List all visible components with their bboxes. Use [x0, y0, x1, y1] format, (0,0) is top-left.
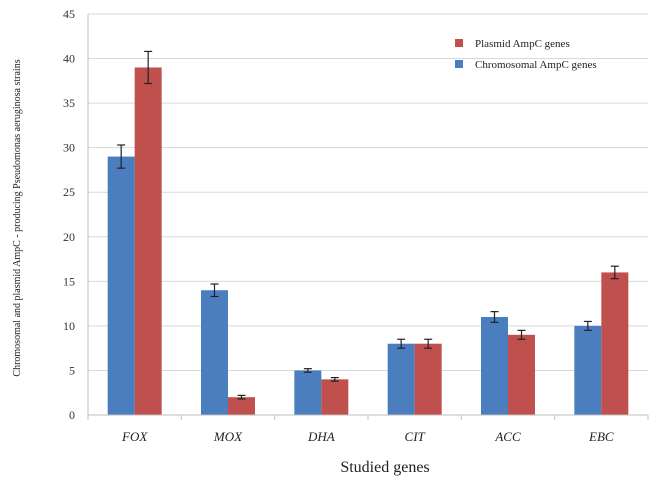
y-tick-label: 35 [63, 96, 75, 110]
bar-cit-plasmid [414, 343, 442, 415]
y-tick-label: 10 [63, 319, 75, 333]
legend: Plasmid AmpC genes Chromosomal AmpC genes [455, 38, 597, 71]
legend-label-plasmid: Plasmid AmpC genes [475, 38, 570, 50]
y-tick-label: 45 [63, 7, 75, 21]
y-tick-label: 15 [63, 274, 75, 288]
bar-dha-chromosomal [294, 370, 322, 415]
legend-swatch-plasmid [455, 39, 463, 47]
bar-acc-plasmid [508, 334, 535, 415]
bars [107, 67, 629, 416]
bar-mox-plasmid [228, 397, 255, 415]
x-tick-label-ebc: EBC [588, 429, 614, 444]
x-axis-title: Studied genes [340, 459, 429, 476]
y-tick-label: 0 [69, 408, 75, 422]
bar-cit-chromosomal [387, 343, 415, 415]
x-tick-label-mox: MOX [213, 429, 243, 444]
y-tick-label: 20 [63, 230, 75, 244]
x-tick-label-dha: DHA [307, 429, 335, 444]
bar-fox-chromosomal [107, 156, 135, 416]
bar-acc-chromosomal [481, 316, 508, 415]
legend-swatch-chromosomal [455, 60, 463, 68]
bar-ebc-plasmid [601, 272, 629, 415]
y-axis-title: Chromosomal and plasmid AmpC - producing… [12, 59, 23, 376]
y-tick-label: 25 [63, 185, 75, 199]
bar-mox-chromosomal [201, 290, 228, 415]
bar-ebc-chromosomal [574, 325, 602, 415]
x-tick-label-cit: CIT [405, 429, 426, 444]
bar-dha-plasmid [321, 379, 349, 415]
x-tick-label-acc: ACC [494, 429, 521, 444]
y-tick-label: 5 [69, 363, 75, 377]
tick-labels: 0 5 10 15 20 25 30 35 40 45 FOX MOX DHA CIT ACC EBC [63, 7, 614, 444]
bar-fox-plasmid [134, 67, 162, 415]
error-bars [117, 50, 619, 400]
grid-lines [88, 13, 648, 416]
y-tick-label: 40 [63, 52, 75, 66]
y-tick-label: 30 [63, 141, 75, 155]
x-tick-label-fox: FOX [121, 429, 148, 444]
axes [87, 14, 649, 420]
legend-label-chromosomal: Chromosomal AmpC genes [475, 59, 597, 71]
